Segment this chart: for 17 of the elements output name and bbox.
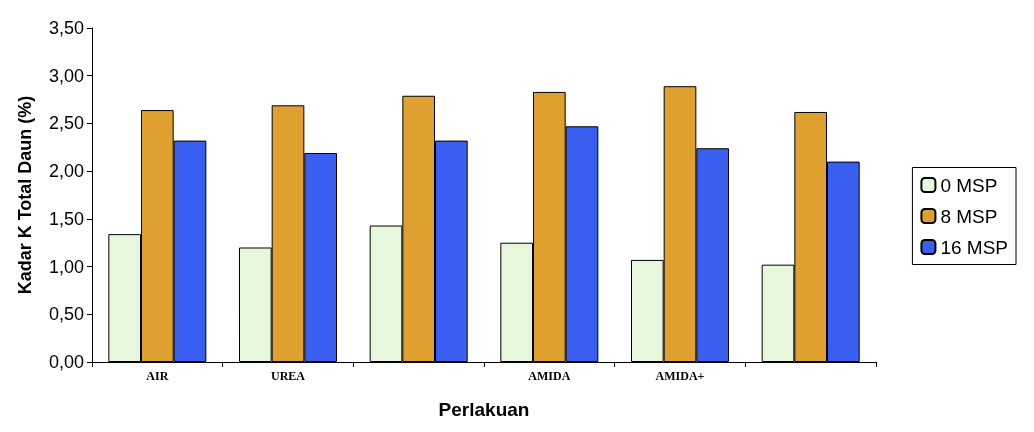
- x-axis-title: Perlakuan: [438, 399, 530, 420]
- y-tick-label: 2,00: [48, 161, 84, 182]
- x-tick-label: AMIDA+: [655, 369, 705, 383]
- x-tick-label: AIR: [146, 369, 169, 383]
- y-tick-label: 3,50: [48, 18, 84, 38]
- y-axis-title: Kadar K Total Daun (%): [15, 95, 35, 295]
- x-tick-label: UREA: [270, 369, 306, 383]
- y-tick-label: 2,50: [48, 113, 84, 134]
- legend-label: 16 MSP: [940, 236, 1009, 258]
- x-tick-label: AMIDA: [528, 369, 571, 383]
- y-tick-label: 0,50: [48, 304, 84, 325]
- legend-label: 8 MSP: [940, 205, 998, 227]
- y-tick-label: 0,00: [48, 352, 84, 372]
- y-tick-label: 3,00: [48, 65, 84, 86]
- y-tick-label: 1,50: [48, 208, 84, 229]
- y-tick-label: 1,00: [48, 256, 84, 277]
- legend-label: 0 MSP: [940, 174, 998, 196]
